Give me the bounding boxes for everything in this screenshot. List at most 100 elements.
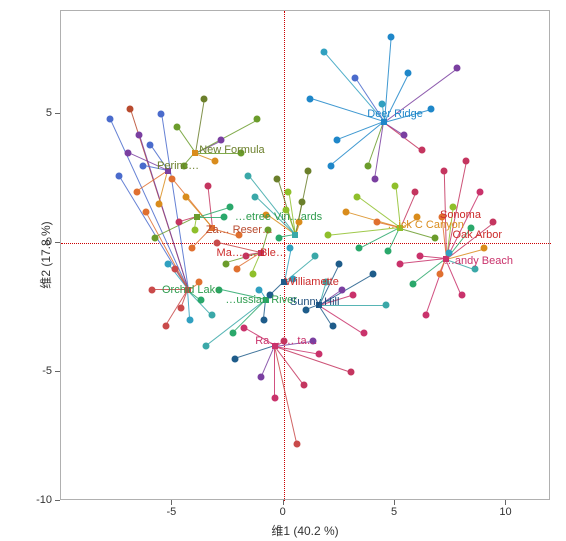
scatter-point — [320, 49, 327, 56]
connector-line — [274, 346, 275, 398]
scatter-point — [300, 381, 307, 388]
y-tick-label: 5 — [32, 107, 52, 119]
x-tick-label: 10 — [499, 506, 511, 518]
scatter-point — [287, 245, 294, 252]
point-label: New Formula — [199, 144, 264, 156]
scatter-point — [294, 441, 301, 448]
scatter-point — [360, 330, 367, 337]
scatter-point — [383, 302, 390, 309]
y-tick-mark — [55, 113, 60, 114]
scatter-point — [189, 245, 196, 252]
scatter-point — [490, 219, 497, 226]
scatter-point — [392, 183, 399, 190]
x-tick-label: 5 — [391, 506, 397, 518]
scatter-point — [401, 131, 408, 138]
scatter-point — [436, 271, 443, 278]
point-label: Sunny Hill — [290, 296, 340, 308]
scatter-point — [329, 322, 336, 329]
point-label: Ma… … Ble… — [217, 247, 287, 259]
scatter-point — [182, 193, 189, 200]
scatter-point — [169, 175, 176, 182]
x-tick-label: -5 — [166, 506, 176, 518]
scatter-point — [405, 69, 412, 76]
scatter-point — [135, 131, 142, 138]
scatter-point — [202, 343, 209, 350]
y-tick-label: -5 — [32, 365, 52, 377]
scatter-point — [178, 304, 185, 311]
scatter-point — [349, 291, 356, 298]
x-tick-mark — [171, 500, 172, 505]
scatter-point — [412, 188, 419, 195]
scatter-point — [156, 201, 163, 208]
y-tick-mark — [55, 500, 60, 501]
scatter-point — [409, 281, 416, 288]
x-tick-label: 0 — [280, 506, 286, 518]
scatter-point — [338, 286, 345, 293]
y-tick-mark — [55, 371, 60, 372]
scatter-point — [416, 253, 423, 260]
pca-scatter-chart: New FormulaPerinc…Deer Ridge…etree Vin…a… — [0, 0, 566, 541]
scatter-point — [432, 234, 439, 241]
scatter-point — [240, 325, 247, 332]
scatter-point — [220, 214, 227, 221]
scatter-point — [463, 157, 470, 164]
scatter-point — [354, 193, 361, 200]
scatter-point — [191, 227, 198, 234]
plot-area: New FormulaPerinc…Deer Ridge…etree Vin…a… — [60, 10, 550, 500]
scatter-point — [245, 173, 252, 180]
cluster-center — [192, 150, 198, 156]
scatter-point — [271, 394, 278, 401]
x-tick-mark — [394, 500, 395, 505]
scatter-point — [200, 95, 207, 102]
scatter-point — [307, 95, 314, 102]
scatter-point — [142, 209, 149, 216]
scatter-point — [423, 312, 430, 319]
scatter-point — [285, 188, 292, 195]
scatter-point — [176, 219, 183, 226]
scatter-point — [124, 149, 131, 156]
scatter-point — [427, 106, 434, 113]
scatter-point — [115, 173, 122, 180]
scatter-point — [387, 33, 394, 40]
scatter-point — [229, 330, 236, 337]
y-tick-label: 0 — [32, 236, 52, 248]
point-label: …ussian River — [225, 294, 297, 306]
connector-line — [319, 305, 364, 334]
y-tick-mark — [55, 242, 60, 243]
x-tick-mark — [505, 500, 506, 505]
scatter-point — [164, 260, 171, 267]
scatter-point — [374, 219, 381, 226]
scatter-point — [158, 111, 165, 118]
scatter-point — [458, 291, 465, 298]
scatter-point — [211, 157, 218, 164]
scatter-point — [209, 312, 216, 319]
scatter-point — [441, 167, 448, 174]
scatter-point — [149, 286, 156, 293]
scatter-point — [369, 271, 376, 278]
scatter-point — [305, 167, 312, 174]
scatter-point — [218, 136, 225, 143]
scatter-point — [311, 253, 318, 260]
scatter-point — [343, 209, 350, 216]
scatter-point — [481, 245, 488, 252]
point-label: …etree Vin…ards — [235, 211, 322, 223]
scatter-point — [356, 245, 363, 252]
point-label: Williamette — [285, 276, 339, 288]
x-tick-mark — [283, 500, 284, 505]
scatter-point — [127, 106, 134, 113]
scatter-point — [198, 296, 205, 303]
x-axis-title: 维1 (40.2 %) — [271, 522, 338, 539]
point-label: …andy Beach — [444, 255, 513, 267]
point-label: Za… Reser… — [206, 224, 273, 236]
scatter-point — [231, 356, 238, 363]
scatter-point — [249, 271, 256, 278]
scatter-point — [336, 260, 343, 267]
scatter-point — [251, 193, 258, 200]
scatter-point — [173, 124, 180, 131]
scatter-point — [260, 317, 267, 324]
scatter-point — [205, 183, 212, 190]
y-axis-title: 维2 (17.8 %) — [37, 221, 54, 288]
connector-line — [208, 186, 213, 227]
scatter-point — [298, 198, 305, 205]
scatter-point — [107, 116, 114, 123]
